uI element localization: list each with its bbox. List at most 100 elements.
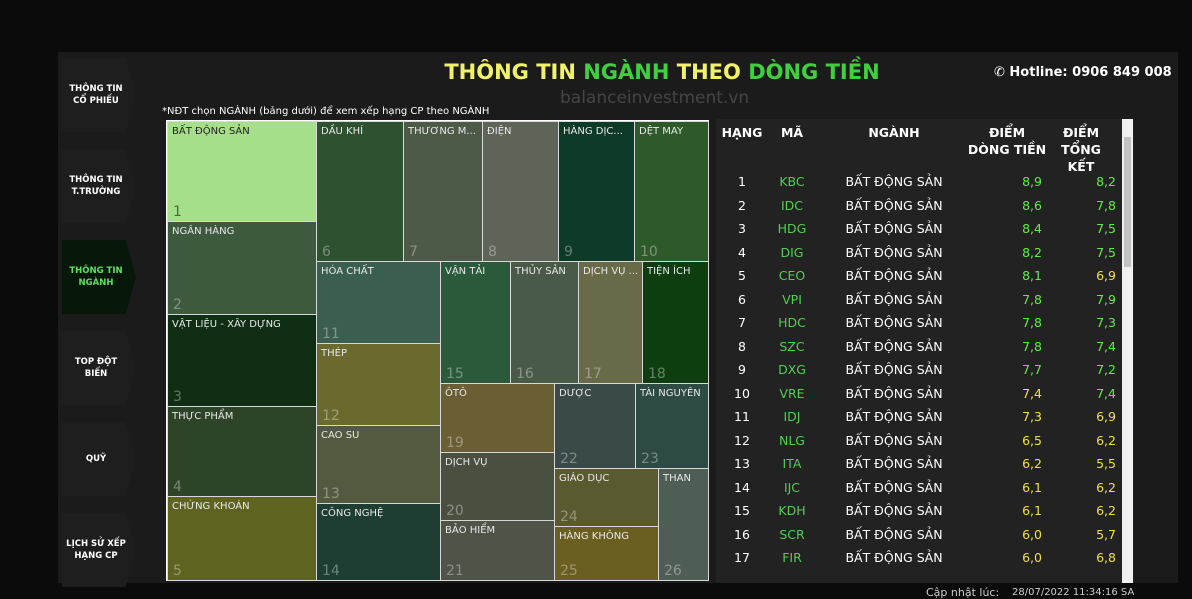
- nav-button[interactable]: THÔNG TIN NGÀNH: [62, 240, 136, 314]
- treemap-tile[interactable]: HÀNG KHÔNG 25: [554, 526, 659, 581]
- table-cell: IDJ: [783, 409, 801, 424]
- table-cell: 6,2: [1022, 456, 1042, 471]
- treemap-tile[interactable]: DỊCH VỤ ... 17: [578, 261, 643, 384]
- treemap-tile[interactable]: VẬN TẢI 15: [440, 261, 511, 384]
- treemap-tile[interactable]: HÀNG DỊC... 9: [558, 121, 635, 262]
- table-cell: 9: [738, 362, 746, 377]
- treemap-tile[interactable]: THỦY SẢN 16: [510, 261, 579, 384]
- treemap-tile[interactable]: TÀI NGUYÊN 23: [635, 383, 709, 469]
- table-cell: BẤT ĐỘNG SẢN: [845, 362, 943, 377]
- treemap-tile[interactable]: ÔTÔ 19: [440, 383, 555, 453]
- table-cell: 8,9: [1022, 174, 1042, 189]
- header-text: MÃ: [780, 125, 804, 140]
- tile-rank: 24: [560, 509, 578, 525]
- table-cell: VRE: [779, 385, 805, 401]
- tile-label: GIÁO DỤC: [559, 473, 610, 484]
- nav-label: THÔNG TIN: [69, 175, 123, 185]
- treemap-tile[interactable]: CAO SU 13: [316, 425, 441, 504]
- nav-label: CỔ PHIẾU: [73, 96, 119, 106]
- table-row[interactable]: 11 IDJ BẤT ĐỘNG SẢN 7,3 6,9: [716, 409, 1122, 429]
- treemap-tile[interactable]: DƯỢC 22: [554, 383, 636, 469]
- scrollbar[interactable]: [1122, 119, 1133, 583]
- tile-label: DẦU KHÍ: [321, 126, 364, 137]
- scroll-thumb[interactable]: [1124, 137, 1131, 267]
- treemap-tile[interactable]: DỆT MAY 10: [634, 121, 709, 262]
- table-row[interactable]: 17 FIR BẤT ĐỘNG SẢN 6,0 6,8: [716, 550, 1122, 570]
- nav-button[interactable]: TOP ĐỘT BIẾN: [62, 331, 136, 405]
- table-cell: 7,7: [1022, 362, 1042, 377]
- table-cell: FIR: [782, 550, 802, 565]
- treemap-tile[interactable]: HÓA CHẤT 11: [316, 261, 441, 344]
- table-row[interactable]: 7 HDC BẤT ĐỘNG SẢN 7,8 7,3: [716, 315, 1122, 335]
- table-cell: BẤT ĐỘNG SẢN: [845, 503, 943, 518]
- table-row[interactable]: 16 SCR BẤT ĐỘNG SẢN 6,0 5,7: [716, 527, 1122, 547]
- treemap-tile[interactable]: BẤT ĐỘNG SẢN 1: [167, 121, 317, 222]
- header-text: ĐIỂM: [1062, 125, 1100, 140]
- header-text: NGÀNH: [868, 125, 920, 140]
- nav-button[interactable]: THÔNG TIN T.TRƯỜNG: [62, 149, 136, 223]
- table-cell: BẤT ĐỘNG SẢN: [845, 221, 943, 236]
- table-row[interactable]: 3 HDG BẤT ĐỘNG SẢN 8,4 7,5: [716, 221, 1122, 241]
- tile-label: DỆT MAY: [639, 126, 684, 137]
- nav-button[interactable]: THÔNG TIN CỔ PHIẾU: [62, 58, 136, 132]
- update-time: 28/07/2022 11:34:16 SA: [1012, 587, 1135, 598]
- treemap-tile[interactable]: THAN 26: [658, 468, 709, 581]
- nav-button[interactable]: QUỸ: [62, 422, 136, 496]
- tile-label: THAN: [663, 473, 691, 484]
- table-row[interactable]: 13 ITA BẤT ĐỘNG SẢN 6,2 5,5: [716, 456, 1122, 476]
- treemap-tile[interactable]: GIÁO DỤC 24: [554, 468, 659, 527]
- table-cell: 7,5: [1096, 244, 1116, 260]
- table-cell: KDH: [778, 503, 806, 518]
- tile-label: CHỨNG KHOÁN: [172, 501, 250, 512]
- treemap-tile[interactable]: THÉP 12: [316, 343, 441, 426]
- table-cell: 3: [738, 221, 746, 236]
- table-cell: VPI: [782, 291, 802, 307]
- table-row[interactable]: 6 VPI BẤT ĐỘNG SẢN 7,8 7,9: [716, 292, 1122, 312]
- table-row[interactable]: 9 DXG BẤT ĐỘNG SẢN 7,7 7,2: [716, 362, 1122, 382]
- table-row[interactable]: 2 IDC BẤT ĐỘNG SẢN 8,6 7,8: [716, 198, 1122, 218]
- treemap-tile[interactable]: VẬT LIỆU - XÂY DỰNG 3: [167, 314, 317, 407]
- table-cell: BẤT ĐỘNG SẢN: [845, 174, 943, 189]
- treemap-tile[interactable]: THƯƠNG M... 7: [403, 121, 483, 262]
- nav-label: HẠNG CP: [74, 551, 118, 561]
- treemap-tile[interactable]: DỊCH VỤ 20: [440, 452, 555, 521]
- table-cell: 11: [734, 409, 750, 424]
- tile-label: HÀNG KHÔNG: [559, 531, 629, 542]
- table-row[interactable]: 5 CEO BẤT ĐỘNG SẢN 8,1 6,9: [716, 268, 1122, 288]
- table-cell: 8,1: [1022, 268, 1042, 283]
- nav-label: T.TRƯỜNG: [71, 187, 121, 197]
- treemap-tile[interactable]: ĐIỆN 8: [482, 121, 559, 262]
- treemap-tile[interactable]: DẦU KHÍ 6: [316, 121, 404, 262]
- nav-button[interactable]: LỊCH SỬ XẾP HẠNG CP: [62, 513, 136, 587]
- table-cell: 6,2: [1096, 432, 1116, 448]
- treemap-tile[interactable]: CHỨNG KHOÁN 5: [167, 496, 317, 581]
- tile-label: DỊCH VỤ: [445, 457, 488, 468]
- table-row[interactable]: 8 SZC BẤT ĐỘNG SẢN 7,8 7,4: [716, 339, 1122, 359]
- table-cell: 7,3: [1022, 409, 1042, 424]
- hotline: ✆ Hotline: 0906 849 008: [994, 65, 1172, 80]
- table-cell: 6,2: [1096, 503, 1116, 518]
- tile-label: ĐIỆN: [487, 126, 512, 137]
- table-cell: HDG: [777, 221, 807, 236]
- title-part: DÒNG TIỀN: [748, 60, 880, 84]
- tile-rank: 13: [322, 486, 340, 502]
- table-cell: 5,5: [1096, 456, 1116, 471]
- table-row[interactable]: 14 IJC BẤT ĐỘNG SẢN 6,1 6,2: [716, 480, 1122, 500]
- table-cell: BẤT ĐỘNG SẢN: [845, 291, 943, 307]
- table-row[interactable]: 12 NLG BẤT ĐỘNG SẢN 6,5 6,2: [716, 433, 1122, 453]
- treemap-tile[interactable]: TIỆN ÍCH 18: [642, 261, 709, 384]
- table-row[interactable]: 15 KDH BẤT ĐỘNG SẢN 6,1 6,2: [716, 503, 1122, 523]
- treemap-tile[interactable]: BẢO HIỂM 21: [440, 520, 555, 581]
- tile-label: HÀNG DỊC...: [563, 126, 623, 137]
- table-row[interactable]: 1 KBC BẤT ĐỘNG SẢN 8,9 8,2: [716, 174, 1122, 194]
- title: THÔNG TIN NGÀNH THEO DÒNG TIỀN: [300, 60, 1024, 84]
- table-cell: 7,4: [1022, 385, 1042, 401]
- table-row[interactable]: 4 DIG BẤT ĐỘNG SẢN 8,2 7,5: [716, 245, 1122, 265]
- nav-label: THÔNG TIN: [69, 84, 123, 94]
- treemap-tile[interactable]: THỰC PHẨM 4: [167, 406, 317, 497]
- nav-label: THÔNG TIN: [69, 266, 123, 276]
- treemap-tile[interactable]: NGÂN HÀNG 2: [167, 221, 317, 315]
- table-row[interactable]: 10 VRE BẤT ĐỘNG SẢN 7,4 7,4: [716, 386, 1122, 406]
- treemap-tile[interactable]: CÔNG NGHỆ 14: [316, 503, 441, 581]
- table-cell: SCR: [779, 526, 805, 542]
